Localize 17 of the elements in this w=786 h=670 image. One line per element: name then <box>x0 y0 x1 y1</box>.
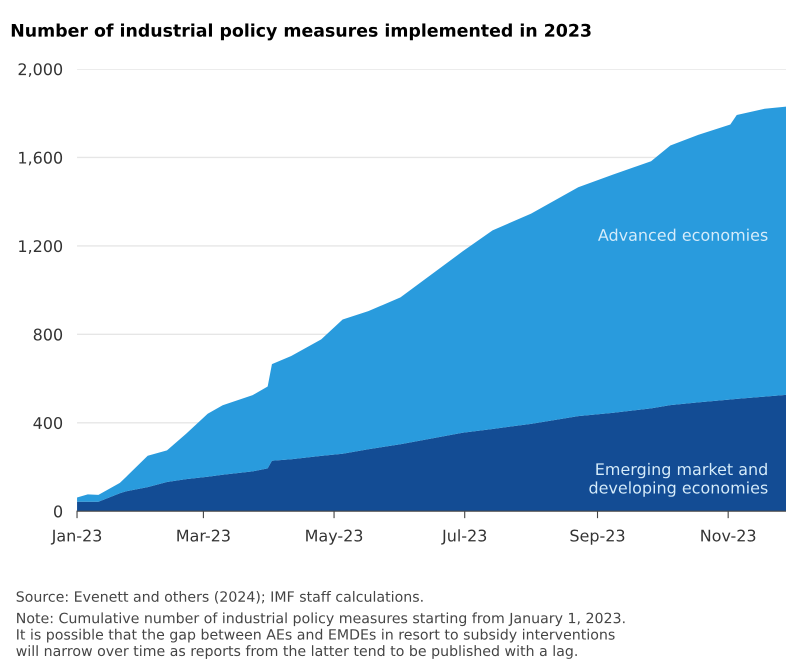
chart-title: Number of industrial policy measures implemented in 2023 <box>12 23 591 40</box>
x-tick-label: Nov-23 <box>701 530 756 542</box>
y-tick-label: 800 <box>34 328 62 341</box>
x-tick-label: Jan-23 <box>50 530 102 545</box>
series-label: Emerging market and developing economies <box>589 462 768 497</box>
x-tick-label: Sep-23 <box>570 530 624 545</box>
y-tick-label: 1,200 <box>19 240 62 254</box>
series-label: Advanced economies <box>598 228 768 241</box>
y-tick-label: 2,000 <box>18 63 62 77</box>
y-tick-label: 400 <box>33 416 62 430</box>
x-tick-label: Mar-23 <box>177 530 230 542</box>
x-tick-label: Jul-23 <box>441 529 486 545</box>
text: Note: Cumulative number of industrial policy measures starting from January 1, 2023. It is possible that the gap between AEs and EMDEs in resort to subsidy interventions will narrow over time as reports from the latter tend to be published with a lag. <box>16 612 625 659</box>
source-note: Source: Evenett and others (2024); IMF staff calculations. <box>16 590 423 604</box>
y-tick-label: 0 <box>54 505 62 518</box>
y-tick-label: 1,600 <box>19 152 62 166</box>
x-tick-label: May-23 <box>306 530 362 545</box>
